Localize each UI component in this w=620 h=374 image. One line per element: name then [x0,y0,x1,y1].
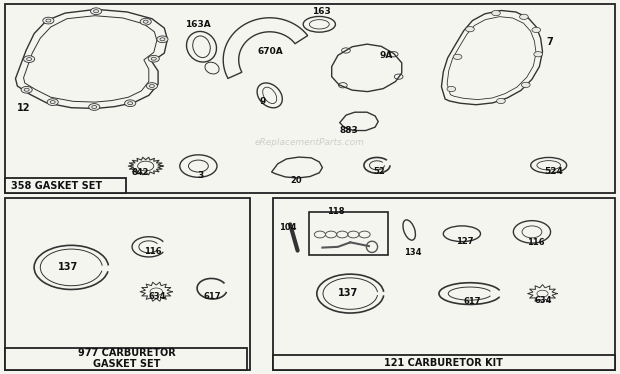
Text: 670A: 670A [257,47,283,56]
Text: 118: 118 [327,207,345,216]
Text: 634: 634 [149,292,166,301]
Text: 134: 134 [404,248,422,257]
Text: eReplacementParts.com: eReplacementParts.com [255,138,365,147]
Circle shape [520,14,528,19]
Text: GASKET SET: GASKET SET [94,359,161,368]
Text: 104: 104 [279,223,296,232]
Text: 7: 7 [547,37,554,47]
Text: 20: 20 [290,176,302,185]
Circle shape [146,83,157,89]
FancyBboxPatch shape [273,198,615,370]
Circle shape [534,52,542,57]
Text: 121 CARBURETOR KIT: 121 CARBURETOR KIT [384,358,503,368]
Circle shape [497,98,505,104]
Text: 617: 617 [464,297,481,306]
Circle shape [21,86,32,93]
Circle shape [140,18,151,25]
Text: 163: 163 [312,7,330,16]
Text: 127: 127 [456,237,473,246]
Text: 524: 524 [544,167,563,176]
FancyBboxPatch shape [309,212,388,255]
Text: 977 CARBURETOR: 977 CARBURETOR [78,349,176,358]
Circle shape [43,17,54,24]
Text: 163A: 163A [185,20,211,29]
Text: 12: 12 [17,103,31,113]
FancyBboxPatch shape [5,4,615,193]
Circle shape [91,8,102,15]
Text: 3: 3 [197,171,203,180]
Circle shape [157,36,168,43]
Text: 52: 52 [373,167,385,176]
Circle shape [148,55,159,62]
FancyBboxPatch shape [5,198,250,370]
FancyBboxPatch shape [273,355,615,370]
FancyBboxPatch shape [5,348,247,370]
Circle shape [24,56,35,62]
Circle shape [466,27,474,32]
Circle shape [532,27,541,33]
Text: 617: 617 [203,292,221,301]
Circle shape [89,104,100,110]
Text: 116: 116 [144,246,161,255]
Text: 358 GASKET SET: 358 GASKET SET [11,181,102,191]
Text: 883: 883 [340,126,358,135]
Circle shape [492,10,500,16]
Circle shape [125,100,136,107]
Text: 842: 842 [131,168,149,177]
Text: 9A: 9A [379,51,393,60]
Circle shape [521,82,530,88]
Text: 137: 137 [58,262,78,272]
Text: 116: 116 [527,238,544,247]
Text: 9: 9 [259,97,265,106]
Circle shape [453,54,462,59]
Text: 137: 137 [338,288,358,298]
Text: 634: 634 [534,296,552,305]
FancyBboxPatch shape [5,178,126,193]
Circle shape [47,99,58,105]
Circle shape [447,86,456,92]
